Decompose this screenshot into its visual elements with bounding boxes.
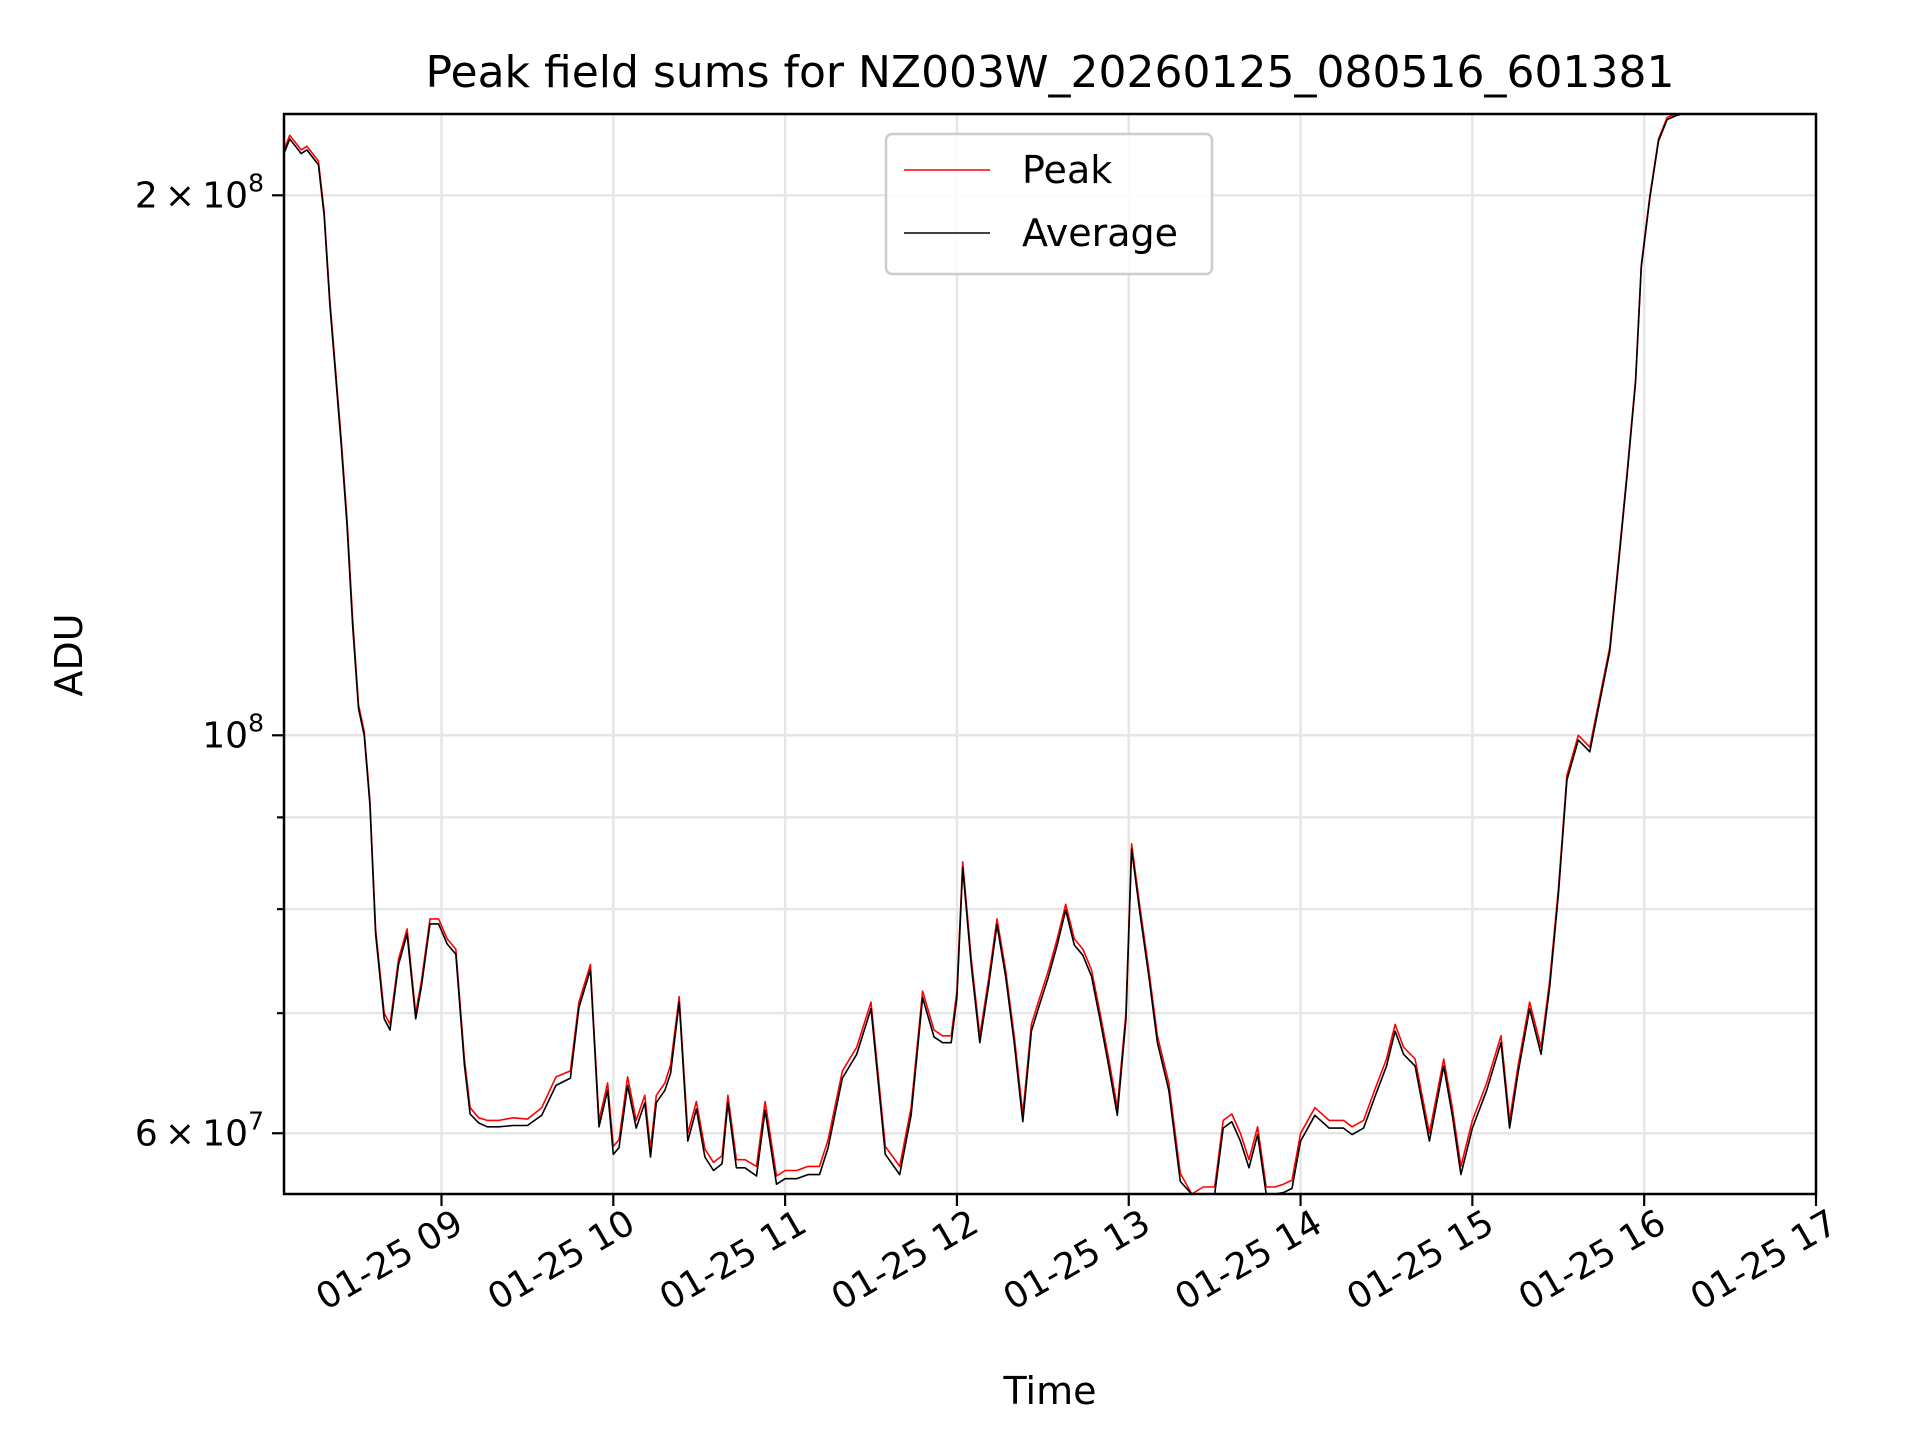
legend-average-label: Average <box>1022 211 1178 255</box>
x-axis-label: Time <box>1003 1369 1097 1413</box>
y-tick-label: 6 × 107 <box>135 1106 264 1154</box>
series-lines <box>283 113 1788 1195</box>
legend-box <box>884 132 1214 276</box>
chart-title: Peak field sums for NZ003W_20260125_0805… <box>426 47 1675 98</box>
series-average-line <box>283 113 1788 1195</box>
y-tick-label: 2 × 108 <box>135 168 264 216</box>
plot-frame <box>282 112 1818 1196</box>
y-tick-label: 108 <box>202 708 264 756</box>
legend-peak-label: Peak <box>1022 148 1112 192</box>
legend: Peak Average <box>884 132 1214 276</box>
y-axis-label: ADU <box>47 613 91 696</box>
